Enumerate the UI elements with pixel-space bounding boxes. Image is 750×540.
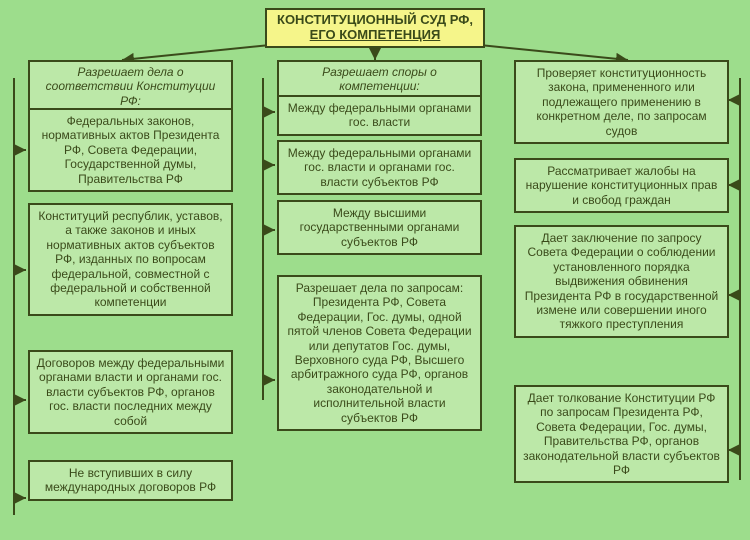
col2-box3: Между высшими государственными органами … bbox=[277, 200, 482, 255]
title-line2: ЕГО КОМПЕТЕНЦИЯ bbox=[310, 27, 441, 42]
col1-box1: Федеральных законов, нормативных актов П… bbox=[28, 108, 233, 192]
col1-box3: Договоров между федеральными органами вл… bbox=[28, 350, 233, 434]
col2-box2: Между федеральными органами гос. власти … bbox=[277, 140, 482, 195]
col3-box2: Рассматривает жалобы на нарушение консти… bbox=[514, 158, 729, 213]
title-line1: КОНСТИТУЦИОННЫЙ СУД РФ, bbox=[277, 12, 473, 27]
col2-box1: Между федеральными органами гос. власти bbox=[277, 95, 482, 136]
col2-header: Разрешает споры о компетенции: bbox=[277, 60, 482, 99]
col1-header: Разрешает дела о соответствии Конституци… bbox=[28, 60, 233, 113]
col3-box3: Дает заключение по запросу Совета Федера… bbox=[514, 225, 729, 338]
diagram-title: КОНСТИТУЦИОННЫЙ СУД РФ, ЕГО КОМПЕТЕНЦИЯ bbox=[265, 8, 485, 48]
col1-box2: Конституций республик, уставов, а также … bbox=[28, 203, 233, 316]
col1-box4: Не вступивших в силу международных догов… bbox=[28, 460, 233, 501]
col2-box4: Разрешает дела по запросам: Президента Р… bbox=[277, 275, 482, 431]
col3-box4: Дает толкование Конституции РФ по запрос… bbox=[514, 385, 729, 483]
col3-box1: Проверяет конституционность закона, прим… bbox=[514, 60, 729, 144]
